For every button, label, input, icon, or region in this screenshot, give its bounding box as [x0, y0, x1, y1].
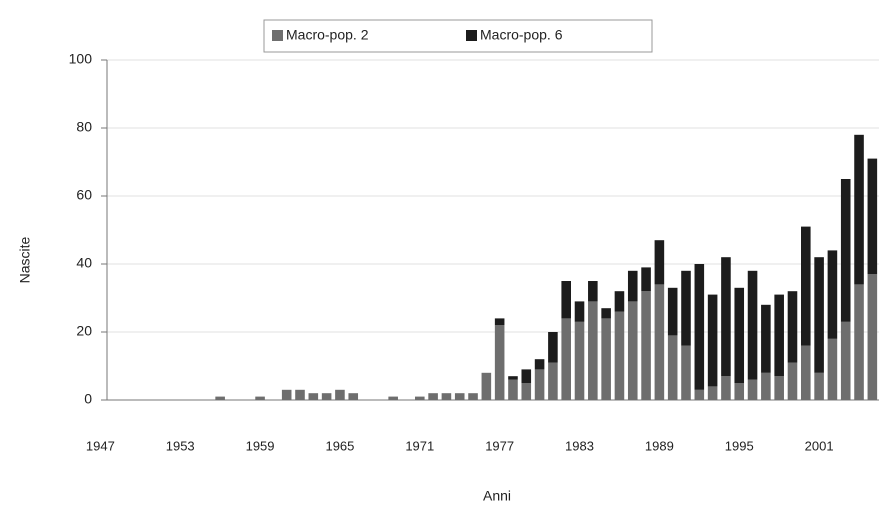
bar-segment — [774, 376, 784, 400]
x-tick-label: 1947 — [86, 438, 115, 453]
bar-segment — [588, 281, 598, 302]
y-tick-label: 100 — [69, 51, 93, 67]
bar-segment — [627, 301, 638, 400]
bar-segment — [308, 393, 319, 400]
bar-segment — [654, 284, 665, 400]
bar-segment — [335, 389, 345, 400]
y-tick-label: 60 — [76, 187, 92, 203]
bar-segment — [801, 226, 811, 346]
bar-segment — [854, 134, 864, 285]
bar-segment — [774, 294, 784, 377]
x-tick-label: 1965 — [325, 438, 354, 453]
bar-segment — [840, 179, 851, 322]
x-tick-label: 1995 — [725, 438, 754, 453]
bar-segment — [255, 396, 265, 400]
bar-segment — [747, 379, 758, 400]
x-axis-label: Anni — [483, 488, 511, 504]
legend-label: Macro-pop. 6 — [480, 27, 563, 43]
legend-swatch — [272, 30, 283, 41]
x-tick-label: 1953 — [166, 438, 195, 453]
bar-segment — [641, 291, 651, 400]
bar-segment — [707, 294, 718, 387]
x-tick-label: 1971 — [405, 438, 434, 453]
bar-segment — [454, 393, 465, 400]
legend-label: Macro-pop. 2 — [286, 27, 369, 43]
bar-segment — [694, 389, 705, 400]
bar-segment — [707, 386, 718, 400]
bar-segment — [761, 304, 771, 373]
x-tick-label: 2001 — [805, 438, 834, 453]
bar-segment — [827, 338, 838, 400]
bar-segment — [508, 379, 518, 400]
bar-segment — [574, 321, 585, 400]
bar-segment — [561, 318, 571, 400]
x-tick-label: 1959 — [246, 438, 275, 453]
bar-segment — [854, 284, 864, 400]
bar-segment — [801, 345, 811, 400]
bar-segment — [548, 332, 558, 363]
bar-segment — [295, 389, 305, 400]
bar-segment — [734, 383, 745, 400]
bar-segment — [694, 264, 705, 390]
bar-segment — [534, 369, 545, 400]
bar-segment — [614, 291, 625, 312]
y-tick-label: 40 — [76, 255, 92, 271]
bar-segment — [814, 257, 824, 373]
bar-segment — [215, 396, 225, 400]
bar-segment — [601, 318, 611, 400]
bar-segment — [481, 372, 492, 400]
bar-segment — [534, 359, 545, 370]
bar-segment — [574, 301, 585, 322]
legend-box — [263, 19, 653, 53]
bar-segment — [787, 362, 798, 400]
bar-segment — [840, 321, 851, 400]
bar-segment — [654, 240, 665, 285]
y-tick-label: 0 — [84, 391, 92, 407]
bar-segment — [681, 345, 691, 400]
bar-segment — [667, 335, 678, 400]
bar-segment — [388, 396, 398, 400]
y-tick-label: 80 — [76, 119, 92, 135]
bar-segment — [508, 376, 518, 380]
bar-segment — [548, 362, 558, 400]
bar-segment — [494, 318, 505, 326]
bar-segment — [521, 383, 532, 400]
bar-segment — [601, 308, 611, 319]
bar-segment — [281, 389, 292, 400]
bar-segment — [721, 257, 731, 377]
legend-swatch — [466, 30, 477, 41]
x-tick-label: 1977 — [485, 438, 514, 453]
bar-segment — [667, 287, 678, 336]
bar-segment — [521, 369, 532, 383]
bar-segment — [441, 393, 452, 400]
bar-segment — [827, 250, 838, 339]
bar-segment — [867, 274, 878, 400]
bar-segment — [321, 393, 332, 400]
bar-segment — [761, 372, 771, 400]
bar-segment — [681, 270, 691, 346]
x-tick-label: 1983 — [565, 438, 594, 453]
bar-segment — [721, 376, 731, 400]
bar-segment — [494, 325, 505, 400]
bar-segment — [588, 301, 598, 400]
y-axis-label: Nascite — [17, 236, 33, 283]
legend: Macro-pop. 2 Macro-pop. 6 — [263, 19, 653, 53]
bar-segment — [641, 267, 651, 292]
bar-segment — [627, 270, 638, 302]
x-tick-label: 1989 — [645, 438, 674, 453]
bar-segment — [814, 372, 824, 400]
bar-segment — [787, 291, 798, 363]
bar-segment — [867, 158, 878, 275]
bar-segment — [415, 396, 425, 400]
bar-segment — [348, 393, 359, 400]
bar-segment — [428, 393, 438, 400]
bar-segment — [614, 311, 625, 400]
y-tick-label: 20 — [76, 323, 92, 339]
bar-segment — [561, 281, 571, 319]
bar-segment — [468, 393, 478, 400]
bar-segment — [747, 270, 758, 380]
bar-segment — [734, 287, 745, 383]
